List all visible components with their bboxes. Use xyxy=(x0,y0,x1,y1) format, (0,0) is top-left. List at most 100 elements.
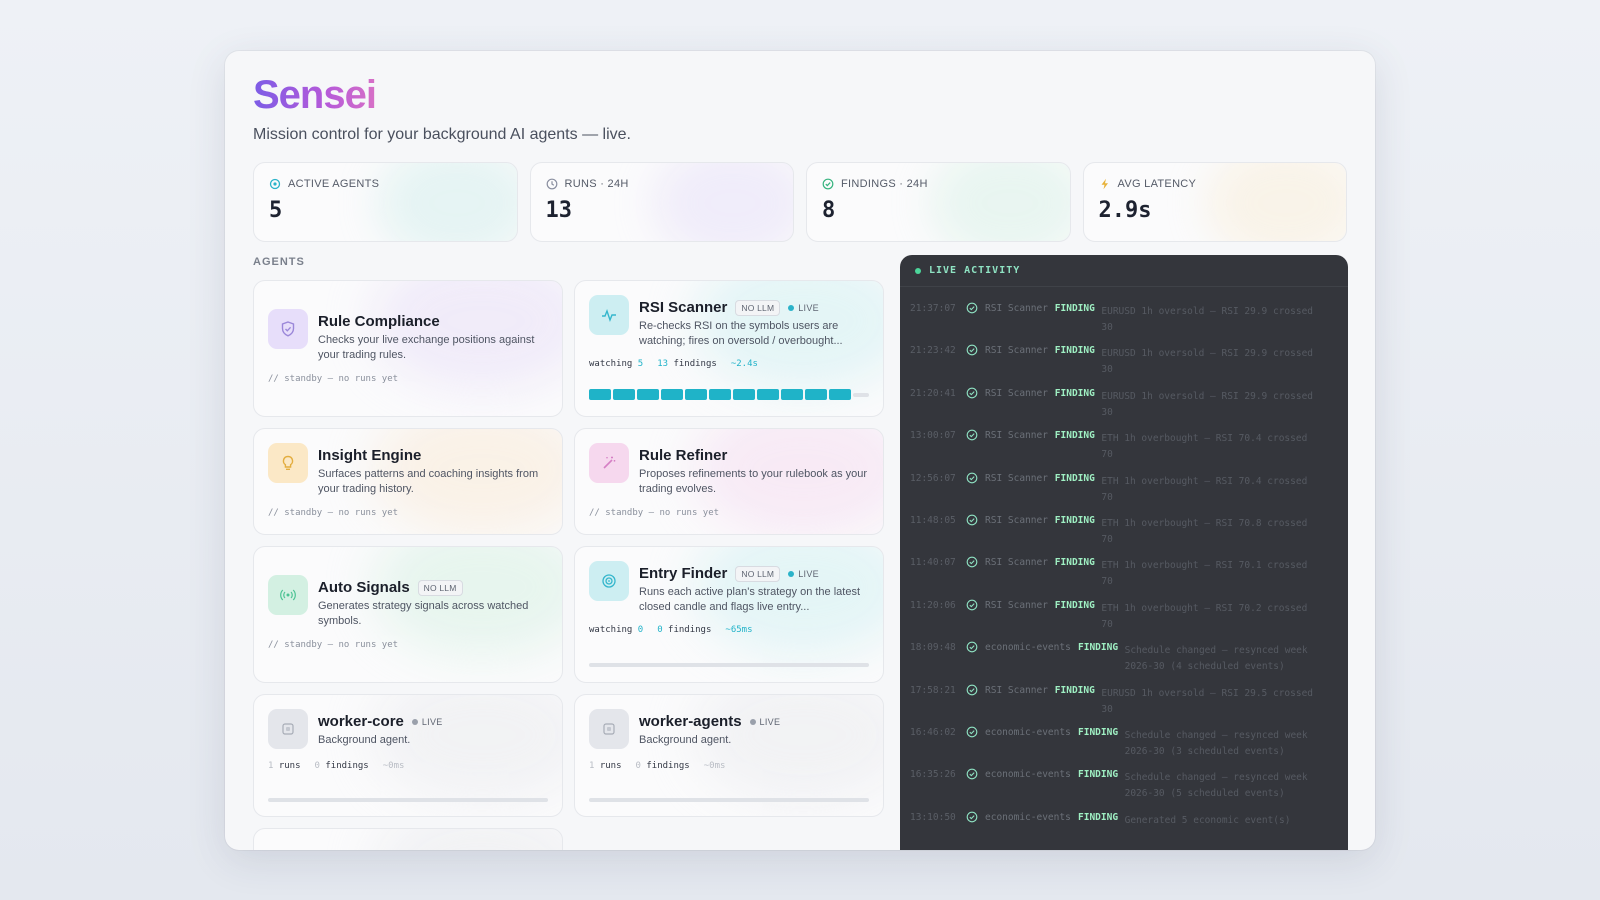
agent-description: Checks your live exchange positions agai… xyxy=(318,334,535,361)
activity-message: EURUSD 1h oversold — RSI 29.9 crossed xyxy=(1101,390,1314,402)
live-badge: LIVE xyxy=(788,569,819,579)
progress-segment xyxy=(637,389,659,400)
progress-segment xyxy=(805,389,827,400)
agents-section-label: AGENTS xyxy=(253,256,305,268)
activity-source: RSI Scanner xyxy=(985,472,1048,484)
agent-card-worker-core[interactable]: worker-core LIVE Background agent. 1 run… xyxy=(253,694,563,817)
live-badge: LIVE xyxy=(411,716,443,727)
live-label: LIVE xyxy=(759,716,781,727)
stat-findings: FINDINGS · 24H 8 xyxy=(806,162,1071,242)
activity-kind: FINDING xyxy=(1078,769,1119,781)
agent-card-insight-engine[interactable]: Insight Engine Surfaces patterns and coa… xyxy=(253,428,563,535)
latency-metric: ~0ms xyxy=(382,761,405,771)
agent-title: Auto Signals xyxy=(318,579,410,596)
agent-metrics: 1 runs 0 findings ~0ms xyxy=(268,761,404,771)
stat-label: ACTIVE AGENTS xyxy=(288,178,380,190)
shield-icon xyxy=(268,309,308,349)
activity-kind: FINDING xyxy=(1054,303,1095,314)
activity-time: 18:09:48 xyxy=(910,642,956,654)
agent-card-rsi-scanner[interactable]: RSI Scanner NO LLM LIVE Re-checks RSI on… xyxy=(574,280,884,417)
activity-source: economic-events xyxy=(985,727,1071,738)
server-icon xyxy=(589,709,629,749)
activity-time: 13:00:07 xyxy=(910,430,956,442)
no-llm-badge: NO LLM xyxy=(417,579,463,596)
no-llm-badge: NO LLM xyxy=(735,299,781,316)
check-circle-icon xyxy=(966,514,978,526)
agent-title: Rule Compliance xyxy=(318,313,440,330)
activity-time: 11:20:06 xyxy=(910,599,956,611)
activity-source: RSI Scanner xyxy=(985,684,1048,696)
activity-kind: FINDING xyxy=(1054,387,1095,399)
live-dot xyxy=(749,718,756,725)
agent-title: worker-agents xyxy=(639,713,742,730)
agent-card-worker-agents[interactable]: worker-agents LIVE Background agent. 1 r… xyxy=(574,694,884,817)
live-badge: LIVE xyxy=(749,716,781,727)
activity-message-continued: 70 xyxy=(1101,618,1113,630)
activity-time: 13:10:50 xyxy=(910,811,956,823)
agent-status-text: // standby — no runs yet xyxy=(589,508,720,518)
progress-segment xyxy=(709,389,731,400)
activity-source: economic-events xyxy=(985,811,1071,823)
activity-message: ETH 1h overbought — RSI 70.4 crossed xyxy=(1101,475,1308,487)
check-circle-icon xyxy=(966,684,978,695)
app-logo: Sensei xyxy=(253,73,377,117)
activity-source: RSI Scanner xyxy=(985,303,1048,314)
check-circle-icon xyxy=(966,345,978,356)
lightbulb-icon xyxy=(268,443,308,483)
watching-metric: watching 0 xyxy=(589,625,644,635)
agent-card-partial[interactable] xyxy=(253,828,563,850)
live-activity-header: LIVE ACTIVITY xyxy=(900,255,1348,287)
progress-segment xyxy=(613,389,635,400)
server-icon xyxy=(268,709,308,749)
check-circle-icon xyxy=(966,302,978,314)
agent-description: Generates strategy signals across watche… xyxy=(318,600,529,627)
activity-kind: FINDING xyxy=(1054,599,1095,611)
activity-source: RSI Scanner xyxy=(985,515,1048,526)
agent-card-rule-refiner[interactable]: Rule Refiner Proposes refinements to you… xyxy=(574,428,884,535)
activity-source: economic-events xyxy=(985,642,1071,654)
live-label: LIVE xyxy=(421,716,443,727)
check-circle-icon xyxy=(966,387,978,399)
check-circle-icon xyxy=(966,769,978,780)
activity-time: 11:48:05 xyxy=(910,515,956,526)
progress-segment xyxy=(757,389,779,400)
agent-card-entry-finder[interactable]: Entry Finder NO LLM LIVE Runs each activ… xyxy=(574,546,884,683)
agent-metrics: watching 0 0 findings ~65ms xyxy=(589,625,753,635)
activity-message-continued: 70 xyxy=(1101,491,1113,503)
agent-card-auto-signals[interactable]: Auto Signals NO LLM Generates strategy s… xyxy=(253,546,563,683)
check-circle-icon xyxy=(966,641,978,653)
agent-metrics: 1 runs 0 findings ~0ms xyxy=(589,761,725,771)
app-tagline: Mission control for your background AI a… xyxy=(253,126,631,143)
activity-message: ETH 1h overbought — RSI 70.8 crossed xyxy=(1101,518,1308,529)
stat-value: 5 xyxy=(269,198,283,223)
activity-message: Schedule changed — resynced week xyxy=(1124,645,1308,657)
stat-label: FINDINGS · 24H xyxy=(841,178,928,190)
check-circle-icon xyxy=(966,726,978,738)
activity-time: 21:20:41 xyxy=(910,387,956,399)
activity-kind: FINDING xyxy=(1054,430,1095,442)
agent-description: Re-checks RSI on the symbols users are w… xyxy=(639,320,843,347)
activity-message: ETH 1h overbought — RSI 70.1 crossed xyxy=(1101,560,1308,572)
activity-source: economic-events xyxy=(985,769,1071,781)
stat-active-agents: ACTIVE AGENTS 5 xyxy=(253,162,518,242)
activity-source: RSI Scanner xyxy=(985,430,1048,442)
activity-time: 21:37:07 xyxy=(910,303,956,314)
activity-message: ETH 1h overbought — RSI 70.4 crossed xyxy=(1101,433,1308,445)
progress-segment xyxy=(733,389,755,400)
stat-runs: RUNS · 24H 13 xyxy=(529,162,794,242)
agent-card-rule-compliance[interactable]: Rule Compliance Checks your live exchang… xyxy=(253,280,563,417)
live-dot xyxy=(788,570,795,577)
progress-segment xyxy=(661,389,683,400)
activity-kind: FINDING xyxy=(1078,727,1119,738)
progress-segments xyxy=(589,389,869,400)
clock-icon xyxy=(546,178,557,190)
agent-title: RSI Scanner xyxy=(639,299,728,316)
target-icon xyxy=(589,561,629,601)
findings-metric: 0 findings xyxy=(657,625,712,635)
progress-segment xyxy=(589,389,611,400)
runs-metric: 1 runs xyxy=(268,761,301,771)
broadcast-icon xyxy=(268,575,308,615)
agent-description: Background agent. xyxy=(318,734,411,746)
activity-time: 16:35:26 xyxy=(910,769,956,781)
app-window: Sensei Mission control for your backgrou… xyxy=(225,51,1375,850)
